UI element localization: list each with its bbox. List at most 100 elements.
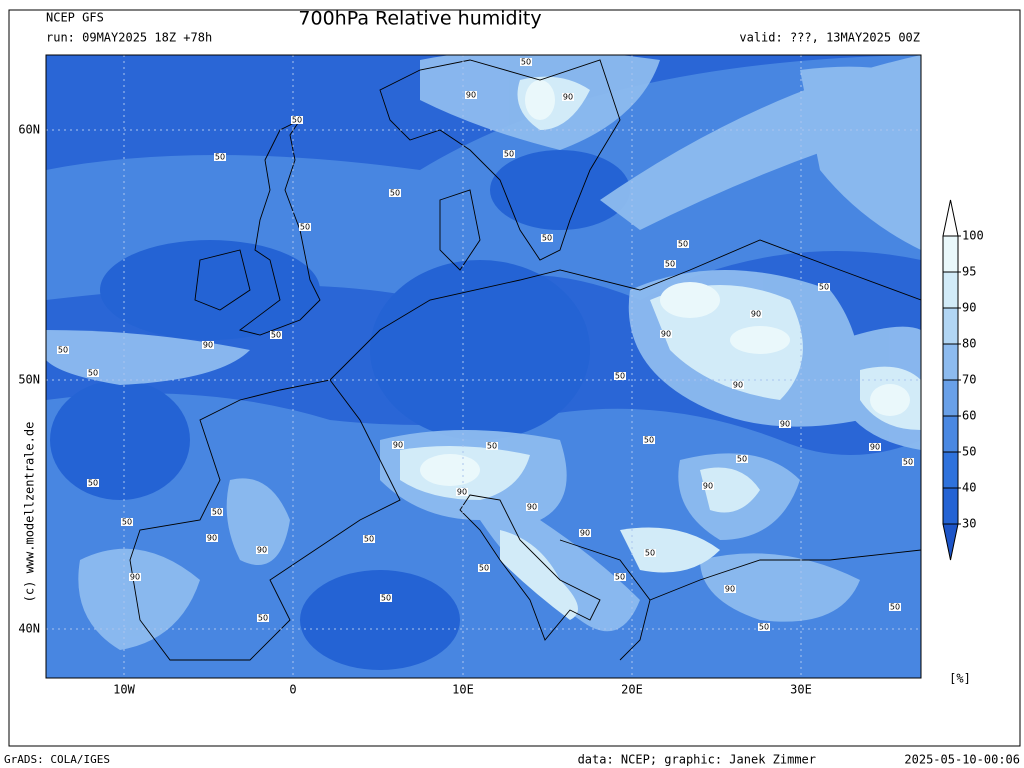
contour-label: 90 (751, 310, 761, 319)
contour-label: 50 (644, 436, 654, 445)
colorbar-box (942, 487, 959, 525)
contour-label-box (257, 614, 269, 622)
contour-label: 50 (300, 223, 310, 232)
lon-label: 10E (452, 683, 474, 697)
colorbar-label: 40 (962, 481, 976, 495)
lat-label: 50N (18, 373, 40, 387)
contour-label-box (579, 529, 591, 537)
contour-label: 50 (615, 573, 625, 582)
contour-label-box (392, 441, 404, 449)
colorbar-box (942, 307, 959, 345)
colorbar-box (942, 235, 959, 273)
contour-label: 50 (215, 153, 225, 162)
contour-label-box (562, 93, 574, 101)
contour-label-box (121, 518, 133, 526)
contour-label: 50 (678, 240, 688, 249)
contour-label: 50 (665, 260, 675, 269)
contour-label-box (57, 346, 69, 354)
footer-timestamp: 2025-05-10-00:06 (904, 753, 1020, 767)
contour-label-box (520, 58, 532, 66)
colorbar-box (942, 379, 959, 417)
contour-label: 90 (780, 420, 790, 429)
lat-label: 40N (18, 622, 40, 636)
lon-label: 10W (113, 683, 135, 697)
lat-label: 60N (18, 123, 40, 137)
contour-label-box (202, 341, 214, 349)
humidity-field (46, 55, 921, 678)
contour-label: 50 (890, 603, 900, 612)
contour-label-box (478, 564, 490, 572)
contour-label: 50 (58, 346, 68, 355)
contour-label-box (211, 508, 223, 516)
contour-label-box (541, 234, 553, 242)
contour-label: 50 (88, 369, 98, 378)
credit: (c) www.modellzentrale.de (23, 422, 37, 603)
contour-label-box (664, 260, 676, 268)
contour-label-box (87, 369, 99, 377)
contour-label-box (206, 534, 218, 542)
contour-label-box (87, 479, 99, 487)
colorbar-label: 90 (962, 301, 976, 315)
contour-label: 50 (542, 234, 552, 243)
contour-label-box (214, 153, 226, 161)
colorbar-label: 100 (962, 229, 984, 243)
contour-label: 50 (737, 455, 747, 464)
contour-label-box (779, 420, 791, 428)
contour-label: 50 (390, 189, 400, 198)
contour-label: 90 (580, 529, 590, 538)
contour-label-box (465, 91, 477, 99)
contour-label-box (889, 603, 901, 611)
contour-label: 90 (466, 91, 476, 100)
contour-label: 90 (207, 534, 217, 543)
contour-label: 50 (759, 623, 769, 632)
contour-label-box (270, 331, 282, 339)
contour-label: 50 (645, 549, 655, 558)
lon-label: 30E (790, 683, 812, 697)
contour-label: 50 (212, 508, 222, 517)
contour-label-box (389, 189, 401, 197)
colorbar-arrow (942, 199, 959, 237)
colorbar-box (942, 451, 959, 489)
contour-label-box (702, 482, 714, 490)
colorbar-box (942, 343, 959, 381)
colorbar-arrow (942, 523, 959, 561)
contour-label: 90 (130, 573, 140, 582)
contour-label-box (363, 535, 375, 543)
colorbar-unit: [%] (949, 672, 971, 686)
contour-label-box (380, 594, 392, 602)
lon-label: 20E (621, 683, 643, 697)
contour-label-box (299, 223, 311, 231)
contour-label: 50 (122, 518, 132, 527)
contour-label: 90 (733, 381, 743, 390)
lon-label: 0 (289, 683, 296, 697)
contour-label: 90 (257, 546, 267, 555)
contour-label-box (660, 330, 672, 338)
contour-label-box (486, 442, 498, 450)
contour-label-box (291, 116, 303, 124)
contour-label-box (644, 549, 656, 557)
contour-label-box (818, 283, 830, 291)
contour-label-box (902, 458, 914, 466)
frame (8, 9, 1021, 747)
model-label: NCEP GFS (46, 11, 104, 25)
contour-label: 50 (903, 458, 913, 467)
contour-label-box (456, 488, 468, 496)
contour-label: 50 (292, 116, 302, 125)
contour-label: 90 (725, 585, 735, 594)
contour-labels: 50 90 90 50 50 50 50 50 50 50 50 50 90 90 50 90 50 50 50 90… (57, 58, 914, 632)
contour-label: 50 (364, 535, 374, 544)
contour-label-box (869, 443, 881, 451)
colorbar-label: 60 (962, 409, 976, 423)
contour-label: 50 (504, 150, 514, 159)
contour-label: 90 (457, 488, 467, 497)
footer-software: GrADS: COLA/IGES (4, 753, 110, 766)
contour-label: 50 (615, 372, 625, 381)
contour-label-box (614, 573, 626, 581)
colorbar-label: 95 (962, 265, 976, 279)
run-label: run: 09MAY2025 18Z +78h (46, 31, 212, 45)
contour-label-box (614, 372, 626, 380)
contour-label: 90 (870, 443, 880, 452)
colorbar-label: 70 (962, 373, 976, 387)
